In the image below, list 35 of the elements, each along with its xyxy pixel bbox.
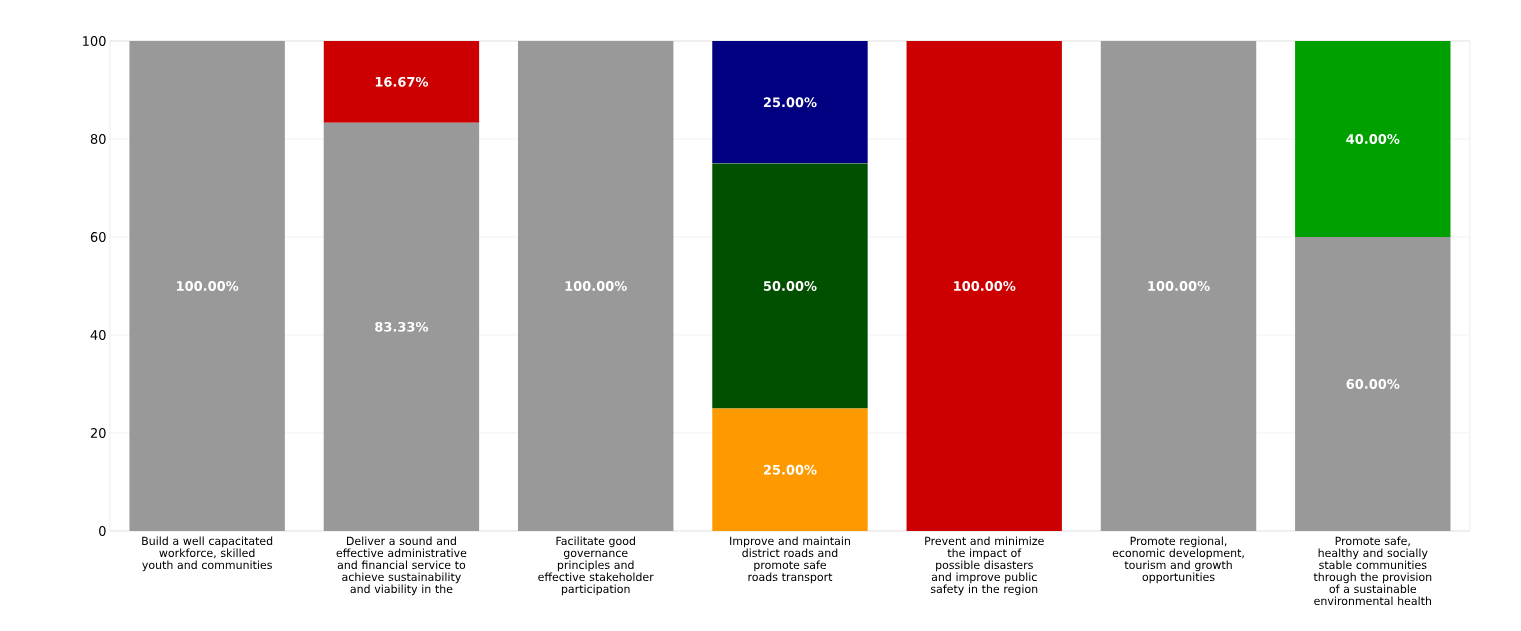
y-tick-label: 20 [90, 428, 106, 438]
bar [712, 40, 868, 164]
x-tick-label: Improve and maintain district roads and promote safe roads transport [730, 536, 850, 584]
y-tick-label: 100 [83, 36, 106, 46]
y-tick-label: 80 [90, 134, 106, 144]
x-tick-label: Prevent and minimize the impact of possible disasters and improve public safety in the region [925, 536, 1044, 596]
bar [323, 122, 480, 531]
data-label: 100.00% [565, 281, 627, 291]
x-tick-label: Facilitate good governance principles and effective stakeholder participation [538, 536, 654, 596]
data-label: 25.00% [763, 464, 817, 475]
data-label: 100.00% [954, 281, 1016, 291]
bar [1100, 40, 1257, 531]
y-tick-label: 40 [90, 330, 106, 340]
y-tick-label: 0 [99, 526, 106, 536]
y-tick-label: 60 [90, 232, 106, 242]
x-tick-label: Promote safe, healthy and socially stable communities through the provision of a sustainable environmental health [1313, 536, 1432, 606]
data-label: 100.00% [177, 281, 239, 291]
bar [1295, 40, 1451, 237]
bar [323, 40, 480, 123]
bar [1295, 236, 1451, 531]
x-tick-label: Build a well capacitated workforce, skilled youth and communities [142, 536, 273, 572]
data-label: 25.00% [763, 97, 817, 108]
x-tick-label: Deliver a sound and effective administrative and financial service to achieve sustainability and viability in the [336, 536, 467, 596]
data-label: 50.00% [763, 281, 817, 291]
data-label: 60.00% [1346, 379, 1400, 389]
bar [712, 408, 868, 531]
x-tick-label: Promote regional, economic development, tourism and growth opportunities [1112, 536, 1244, 584]
bar [712, 163, 868, 409]
data-label: 16.67% [375, 76, 429, 87]
data-label: 100.00% [1148, 281, 1210, 291]
data-label: 40.00% [1346, 134, 1400, 144]
bar [906, 40, 1062, 531]
data-label: 83.33% [375, 321, 429, 332]
bar [129, 40, 285, 531]
bar [517, 40, 674, 531]
